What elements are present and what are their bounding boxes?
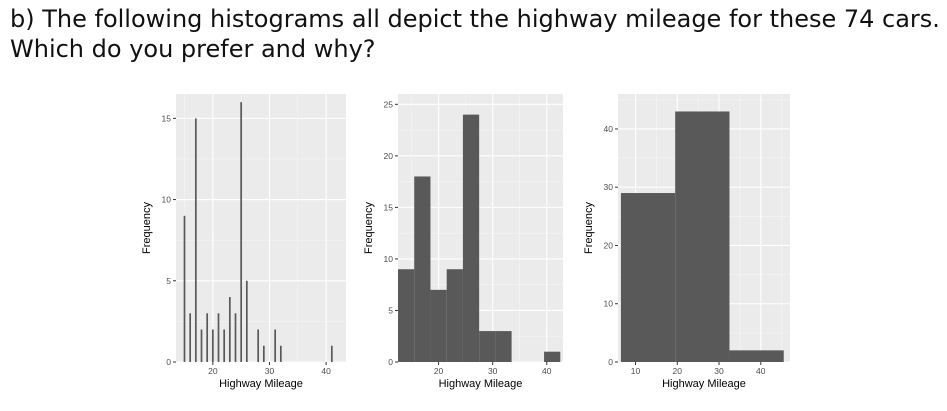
x-axis-title: Highway Mileage [219,378,303,390]
histogram-bar [194,118,197,362]
histogram-bar [620,193,676,362]
histogram-bar [274,329,277,362]
x-tick-label: 20 [208,366,218,376]
y-tick-label: 0 [166,357,171,367]
y-axis-title: Frequency [141,202,153,254]
histogram-bar [398,269,415,362]
y-tick-label: 20 [384,151,394,161]
histogram-bar [262,345,265,362]
plot-panel [176,94,346,362]
y-tick-label: 30 [604,182,614,192]
histogram-bar [211,329,214,362]
histogram-bar [223,329,226,362]
y-tick-label: 15 [162,113,172,123]
histogram-bar [414,176,431,362]
y-tick-label: 40 [604,124,614,134]
question-line-1: b) The following histograms all depict t… [10,5,940,33]
histogram-bar [330,345,333,362]
x-tick-label: 20 [673,366,683,376]
y-tick-label: 10 [162,195,172,205]
histogram-bar [257,329,260,362]
x-tick-label: 30 [265,366,275,376]
histogram-chart-1: 0 5 10 15 20 30 40 Highway Mileage Frequency [141,94,346,390]
histogram-bar [544,351,561,362]
histogram-bar [189,313,192,362]
x-tick-label: 30 [488,366,498,376]
histogram-bar [495,331,512,362]
histogram-bar [446,269,463,362]
x-tick-label: 30 [714,366,724,376]
histogram-bar [245,280,248,362]
y-tick-label: 0 [388,357,393,367]
x-tick-label: 40 [321,366,331,376]
histogram-bar [479,331,496,362]
histogram-bar [206,313,209,362]
y-tick-label: 5 [388,305,393,315]
y-tick-label: 10 [384,254,394,264]
y-tick-label: 0 [608,357,613,367]
histogram-bar [462,114,480,362]
histogram-bar [430,289,447,362]
y-tick-label: 15 [384,202,394,212]
histogram-bar [217,313,220,362]
histogram-bar [729,350,784,362]
y-tick-label: 20 [604,240,614,250]
question-text: b) The following histograms all depict t… [10,4,940,64]
y-tick-label: 10 [604,299,614,309]
y-tick-label: 25 [384,99,394,109]
x-tick-label: 40 [756,366,766,376]
question-line-2: Which do you prefer and why? [10,35,376,63]
histogram-bar [240,102,243,362]
histogram-bar [183,215,186,362]
histogram-bar [200,329,203,362]
histogram-bar [234,313,237,362]
histogram-bar [279,345,282,362]
x-tick-label: 40 [542,366,552,376]
x-axis-title: Highway Mileage [439,378,523,390]
x-axis-title: Highway Mileage [662,378,746,390]
histogram-bar [675,111,730,362]
y-axis-title: Frequency [583,202,595,254]
y-axis-title: Frequency [363,202,375,254]
x-tick-label: 10 [631,366,641,376]
histogram-chart-3: 0 10 20 30 40 10 20 30 40 Highway Mileage Frequenc… [583,94,790,390]
x-tick-label: 20 [434,366,444,376]
y-tick-label: 5 [166,276,171,286]
histogram-chart-2: 0 5 10 15 20 25 20 30 40 Highway Mileage Frequency [363,94,563,390]
histogram-bar [228,297,231,362]
